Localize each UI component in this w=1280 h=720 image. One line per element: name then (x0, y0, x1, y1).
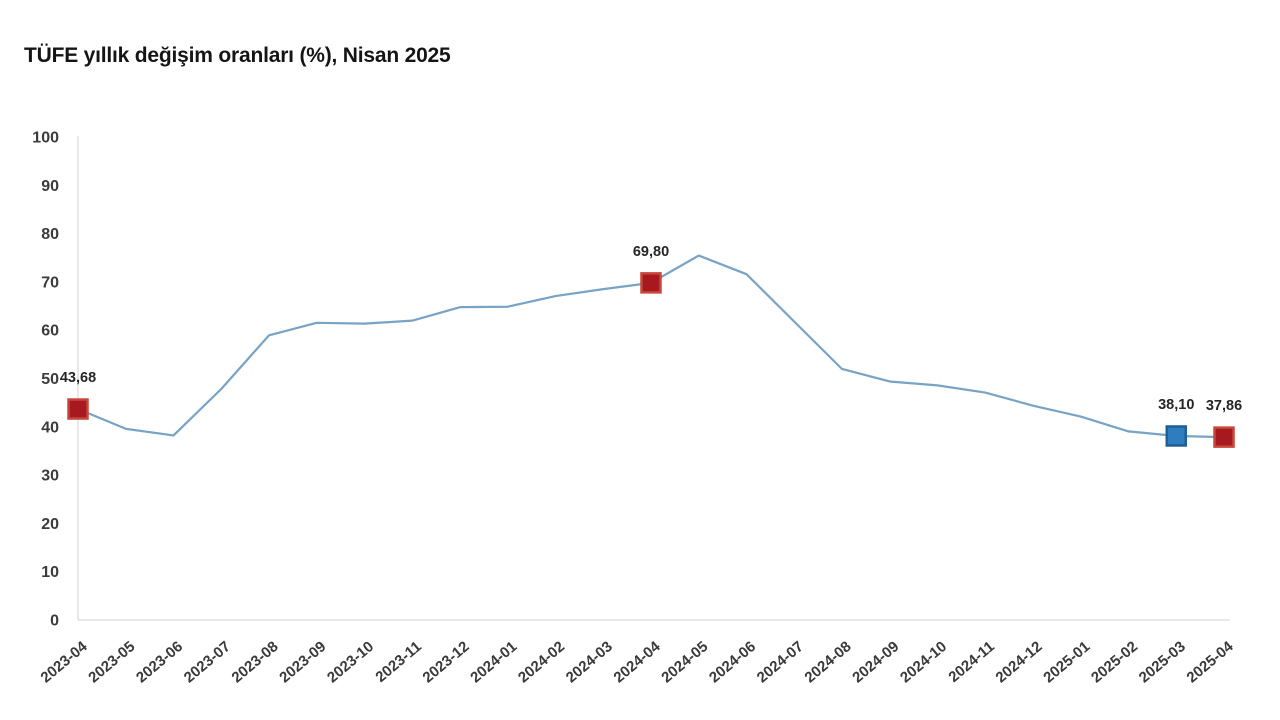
y-tick-label: 30 (41, 468, 59, 485)
x-tick-label: 2023-10 (324, 638, 377, 686)
y-tick-label: 100 (32, 130, 59, 147)
y-tick-label: 50 (41, 371, 59, 388)
x-tick-label: 2024-08 (801, 638, 854, 686)
x-tick-label: 2024-06 (706, 638, 759, 686)
x-tick-label: 2023-08 (228, 638, 281, 686)
marker-2025-04 (1213, 426, 1235, 448)
x-tick-label: 2025-03 (1136, 638, 1189, 686)
x-tick-label: 2023-12 (419, 638, 472, 686)
x-tick-label: 2023-11 (372, 638, 424, 686)
y-tick-label: 90 (41, 178, 59, 195)
chart-title: TÜFE yıllık değişim oranları (%), Nisan … (24, 44, 451, 67)
x-tick-label: 2024-09 (849, 638, 902, 686)
data-label-2024-04: 69,80 (633, 244, 669, 260)
x-tick-label: 2025-02 (1088, 638, 1141, 686)
y-tick-label: 10 (41, 564, 59, 581)
marker-2025-03 (1165, 425, 1187, 447)
x-tick-label: 2024-07 (754, 638, 807, 686)
marker-2024-04 (640, 272, 662, 294)
y-tick-label: 40 (41, 419, 59, 436)
y-tick-label: 0 (50, 613, 59, 630)
y-tick-label: 60 (41, 323, 59, 340)
x-tick-label: 2024-02 (515, 638, 568, 686)
x-tick-label: 2024-03 (563, 638, 616, 686)
data-label-2023-04: 43,68 (60, 370, 96, 386)
x-tick-label: 2023-07 (181, 638, 234, 686)
x-tick-label: 2024-05 (658, 638, 711, 686)
x-tick-label: 2024-10 (897, 638, 950, 686)
marker-2023-04 (67, 398, 89, 420)
x-tick-label: 2023-04 (37, 638, 91, 687)
x-tick-label: 2024-01 (467, 638, 520, 686)
x-tick-label: 2024-12 (992, 638, 1045, 686)
x-tick-label: 2023-05 (85, 638, 138, 686)
x-tick-label: 2025-01 (1040, 638, 1093, 686)
x-tick-label: 2023-09 (276, 638, 329, 686)
data-label-2025-04: 37,86 (1206, 398, 1242, 414)
x-tick-label: 2024-04 (610, 638, 664, 687)
y-tick-label: 70 (41, 274, 59, 291)
x-tick-label: 2023-06 (133, 638, 186, 686)
data-label-2025-03: 38,10 (1158, 397, 1194, 413)
x-tick-label: 2024-11 (945, 638, 997, 686)
y-tick-label: 80 (41, 226, 59, 243)
y-tick-label: 20 (41, 516, 59, 533)
x-tick-label: 2025-04 (1183, 638, 1237, 687)
